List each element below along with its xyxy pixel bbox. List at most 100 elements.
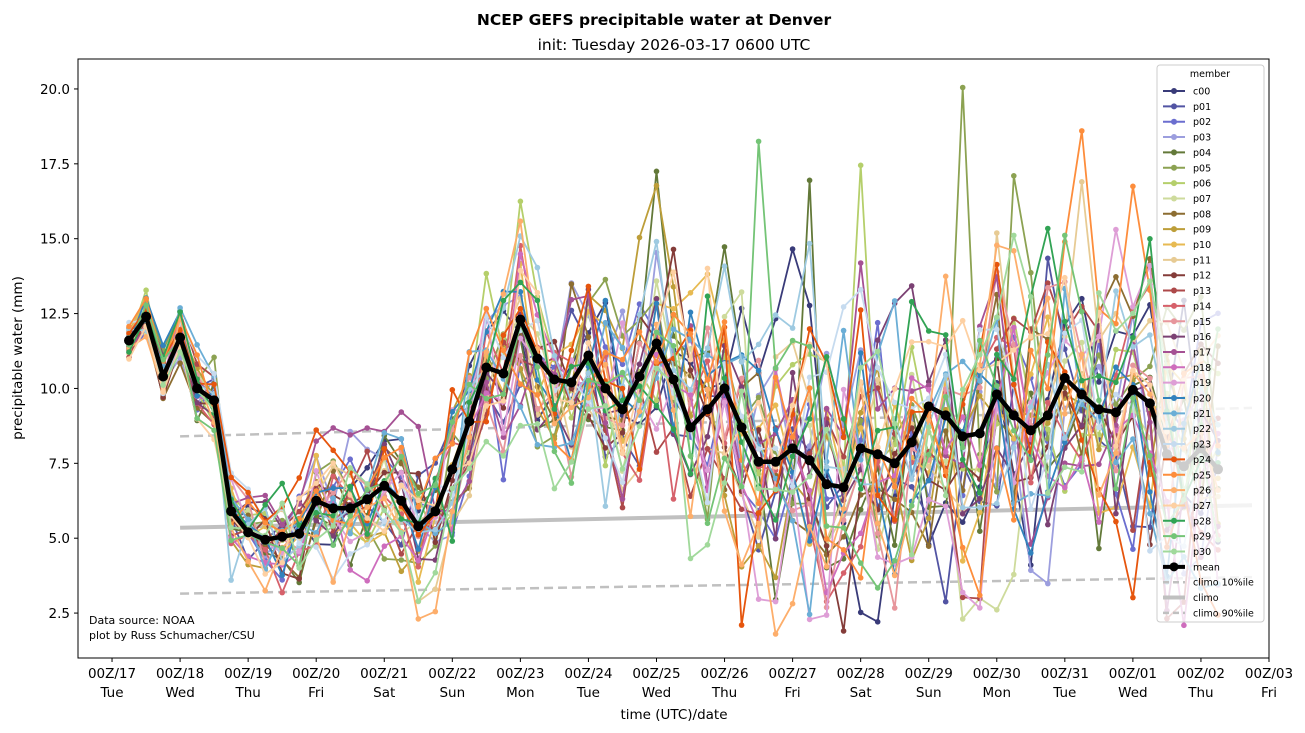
- member-point: [891, 496, 898, 503]
- member-point: [653, 238, 660, 245]
- member-point: [568, 347, 575, 354]
- member-point: [704, 467, 711, 474]
- y-tick-label: 12.5: [40, 307, 70, 323]
- member-point: [925, 451, 932, 458]
- mean-point: [974, 428, 985, 439]
- mean-point: [1042, 410, 1053, 421]
- member-point: [1079, 309, 1085, 315]
- member-point: [755, 470, 762, 477]
- member-point: [1113, 320, 1119, 327]
- member-point: [823, 354, 830, 360]
- mean-point: [668, 374, 679, 385]
- member-point: [789, 483, 796, 490]
- member-point: [942, 598, 949, 605]
- member-point: [381, 518, 388, 524]
- member-point: [977, 351, 983, 358]
- member-point: [687, 392, 694, 398]
- member-point: [738, 506, 745, 513]
- y-tick-label: 17.5: [40, 157, 70, 173]
- member-point: [908, 484, 915, 490]
- mean-point: [396, 495, 407, 506]
- member-point: [772, 517, 779, 523]
- legend-label: p08: [1193, 209, 1211, 220]
- legend-item-c00: c00: [1163, 87, 1210, 98]
- member-point: [704, 386, 711, 393]
- member-point: [466, 381, 473, 388]
- member-point: [959, 504, 966, 511]
- member-point: [415, 616, 422, 622]
- member-point: [160, 342, 166, 349]
- y-tick-label: 7.5: [49, 456, 70, 472]
- member-point: [262, 520, 269, 526]
- member-point: [432, 526, 439, 533]
- legend-marker: [1171, 287, 1177, 294]
- member-point: [1045, 420, 1051, 427]
- x-tick-day-label: Wed: [642, 685, 671, 701]
- member-point: [279, 521, 286, 528]
- member-point: [1045, 490, 1051, 496]
- mean-point: [855, 443, 866, 454]
- member-point: [330, 495, 337, 502]
- member-point: [959, 414, 966, 420]
- member-point: [874, 427, 881, 434]
- member-point: [347, 492, 354, 498]
- member-point: [653, 168, 660, 175]
- legend-item-p05: p05: [1163, 163, 1211, 174]
- member-point: [857, 486, 864, 492]
- member-point: [823, 543, 830, 549]
- legend-label: p25: [1193, 470, 1211, 481]
- mean-point: [583, 350, 594, 361]
- member-point: [653, 426, 660, 432]
- mean-point: [770, 456, 781, 467]
- member-point: [500, 398, 507, 404]
- member-point: [1062, 439, 1068, 446]
- members-layer: [126, 84, 1221, 637]
- x-tick-day-label: Thu: [711, 685, 737, 701]
- member-point: [1011, 517, 1017, 523]
- member-point: [977, 495, 983, 502]
- member-point: [925, 424, 932, 431]
- member-point: [857, 437, 864, 444]
- legend-marker: [1171, 149, 1177, 156]
- member-point: [517, 335, 524, 342]
- mean-point: [260, 534, 271, 545]
- x-tick-label: 00Z/26: [700, 666, 748, 682]
- member-point: [330, 460, 337, 466]
- member-point: [126, 356, 132, 362]
- mean-point: [821, 479, 832, 490]
- member-point: [1045, 426, 1051, 432]
- mean-point: [141, 311, 152, 322]
- member-point: [772, 312, 779, 318]
- member-point: [670, 343, 677, 349]
- legend-item-p13: p13: [1163, 286, 1211, 297]
- legend: member c00 p01 p02 p03 p04 p05 p06 p07 p08 p09 p10…: [1156, 64, 1265, 623]
- member-point: [1113, 274, 1119, 280]
- member-point: [636, 423, 643, 430]
- member-point: [619, 344, 626, 351]
- member-point: [704, 345, 711, 351]
- annotation-source: Data source: NOAA: [89, 614, 195, 627]
- member-point: [670, 426, 677, 432]
- member-point: [636, 234, 643, 241]
- member-point: [466, 349, 473, 356]
- member-point: [330, 523, 337, 529]
- legend-label: p27: [1193, 501, 1211, 512]
- member-point: [1113, 401, 1119, 408]
- member-point: [840, 570, 847, 576]
- legend-label: p02: [1193, 117, 1211, 128]
- member-point: [1062, 274, 1068, 281]
- member-point: [568, 459, 575, 465]
- mean-point: [702, 404, 713, 415]
- member-point: [977, 509, 983, 516]
- member-point: [806, 343, 813, 350]
- member-point: [1147, 236, 1153, 242]
- legend-box: [1156, 64, 1265, 623]
- mean-point: [1025, 425, 1036, 436]
- member-point: [534, 392, 541, 398]
- member-point: [1147, 332, 1153, 338]
- member-point: [1079, 128, 1085, 134]
- mean-point: [787, 443, 798, 454]
- member-point: [415, 490, 422, 497]
- member-point: [568, 296, 575, 303]
- member-point: [449, 441, 456, 447]
